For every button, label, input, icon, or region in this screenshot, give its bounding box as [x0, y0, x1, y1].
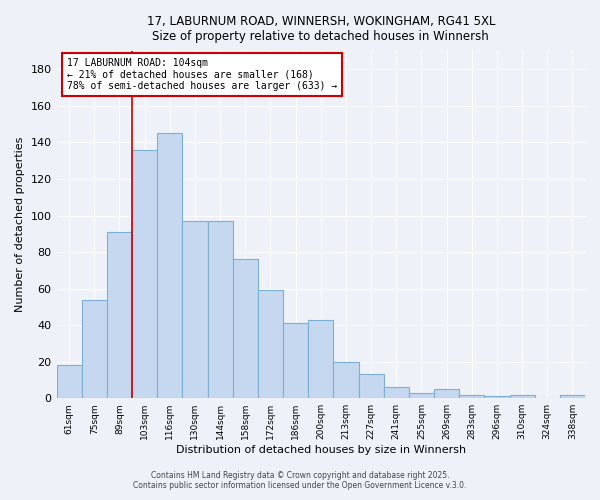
- Text: 17 LABURNUM ROAD: 104sqm
← 21% of detached houses are smaller (168)
78% of semi-: 17 LABURNUM ROAD: 104sqm ← 21% of detach…: [67, 58, 337, 92]
- Bar: [334, 362, 359, 398]
- Bar: [283, 324, 308, 398]
- Bar: [459, 394, 484, 398]
- Bar: [308, 320, 334, 398]
- Bar: [484, 396, 509, 398]
- Bar: [82, 300, 107, 398]
- Bar: [132, 150, 157, 398]
- Bar: [56, 366, 82, 398]
- Bar: [359, 374, 383, 398]
- Bar: [208, 221, 233, 398]
- Bar: [258, 290, 283, 398]
- Bar: [409, 392, 434, 398]
- Bar: [233, 260, 258, 398]
- Text: Contains HM Land Registry data © Crown copyright and database right 2025.
Contai: Contains HM Land Registry data © Crown c…: [133, 470, 467, 490]
- Bar: [560, 394, 585, 398]
- X-axis label: Distribution of detached houses by size in Winnersh: Distribution of detached houses by size …: [176, 445, 466, 455]
- Y-axis label: Number of detached properties: Number of detached properties: [15, 137, 25, 312]
- Bar: [434, 389, 459, 398]
- Bar: [107, 232, 132, 398]
- Bar: [383, 387, 409, 398]
- Bar: [157, 134, 182, 398]
- Title: 17, LABURNUM ROAD, WINNERSH, WOKINGHAM, RG41 5XL
Size of property relative to de: 17, LABURNUM ROAD, WINNERSH, WOKINGHAM, …: [146, 15, 495, 43]
- Bar: [509, 394, 535, 398]
- Bar: [182, 221, 208, 398]
